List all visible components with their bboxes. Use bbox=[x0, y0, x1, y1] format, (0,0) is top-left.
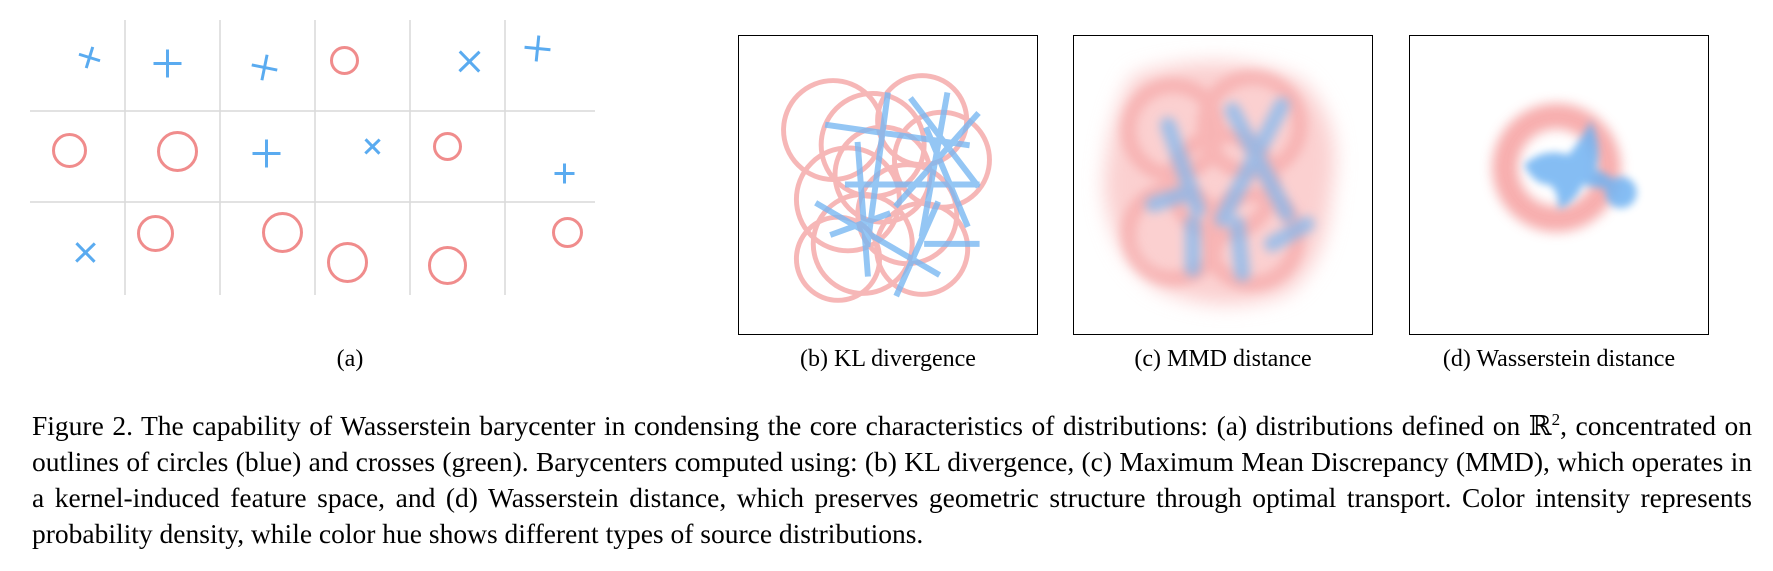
kl-barycenter-plot bbox=[781, 73, 992, 303]
circle-distribution bbox=[52, 133, 87, 168]
circle-distribution bbox=[262, 212, 303, 253]
circle-distribution bbox=[330, 46, 359, 75]
caption-superscript: 2 bbox=[1551, 409, 1561, 429]
wasserstein-barycenter-plot bbox=[1492, 103, 1637, 233]
figure-caption: Figure 2. The capability of Wasserstein … bbox=[32, 408, 1752, 552]
panel-c-label: (c) MMD distance bbox=[1134, 346, 1312, 372]
cross-distribution bbox=[153, 49, 182, 78]
panel-a-grid bbox=[30, 20, 670, 335]
cross-distribution bbox=[251, 54, 278, 81]
panel-b-label: (b) KL divergence bbox=[800, 346, 976, 372]
cross-distribution bbox=[78, 46, 101, 69]
panel-d-wasserstein bbox=[1409, 35, 1709, 335]
cross-distribution bbox=[554, 163, 575, 184]
mmd-barycenter-plot bbox=[1103, 61, 1336, 305]
circle-distribution bbox=[137, 215, 174, 252]
cross-distribution bbox=[364, 138, 381, 155]
caption-rest: , concentrated on outlines of circles (b… bbox=[32, 410, 1753, 549]
panel-d-label: (d) Wasserstein distance bbox=[1442, 346, 1676, 372]
circle-distribution bbox=[428, 246, 467, 285]
cross-distribution bbox=[75, 242, 96, 263]
panel-a-label: (a) bbox=[336, 346, 364, 372]
cross-distribution bbox=[252, 139, 281, 168]
circle-distribution bbox=[157, 131, 198, 172]
cross-distribution bbox=[524, 35, 551, 62]
source-distributions-grid bbox=[30, 20, 595, 295]
caption-prefix: Figure 2. The capability of Wasserstein … bbox=[32, 410, 1552, 441]
panel-b-kl bbox=[738, 35, 1038, 335]
circle-distribution bbox=[433, 132, 462, 161]
circle-distribution bbox=[552, 217, 583, 248]
circle-distribution bbox=[327, 242, 368, 283]
panel-c-mmd bbox=[1073, 35, 1373, 335]
cross-distribution bbox=[458, 50, 481, 73]
